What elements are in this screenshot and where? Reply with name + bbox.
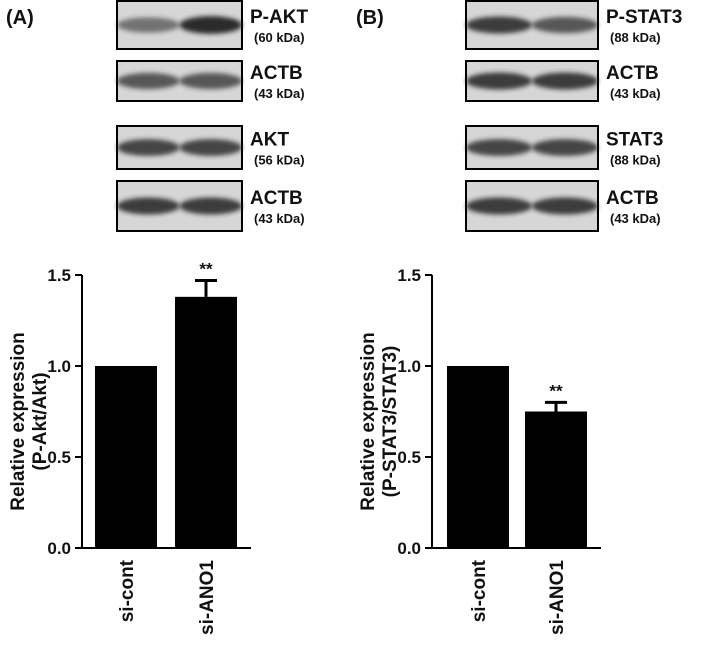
western-blot xyxy=(465,0,599,50)
blot-label: P-STAT3 xyxy=(606,7,682,28)
blot-size: (88 kDa) xyxy=(610,153,661,168)
blot-size: (56 kDa) xyxy=(254,153,305,168)
blot-label: ACTB xyxy=(606,63,659,84)
blot-band xyxy=(466,16,532,34)
y-tick-label: 0.5 xyxy=(47,448,71,467)
western-blot xyxy=(116,0,243,50)
blot-band xyxy=(532,139,598,156)
western-blot xyxy=(116,60,243,102)
y-axis-label: Relative expression xyxy=(358,332,379,510)
blot-size: (60 kDa) xyxy=(254,30,305,45)
blot-label: ACTB xyxy=(606,188,659,209)
blot-label: AKT xyxy=(250,130,289,151)
blot-band xyxy=(179,139,242,156)
western-blot xyxy=(465,60,599,102)
y-tick-label: 1.5 xyxy=(397,266,421,285)
blot-band xyxy=(117,139,180,156)
blot-size: (43 kDa) xyxy=(610,211,661,226)
y-axis-label: Relative expression xyxy=(8,332,29,510)
bar xyxy=(447,366,509,548)
blot-band xyxy=(179,197,242,215)
error-bar xyxy=(195,278,217,297)
error-bar xyxy=(545,400,567,412)
blot-band xyxy=(117,72,180,90)
blot-size: (43 kDa) xyxy=(254,211,305,226)
x-tick-label: si-ANO1 xyxy=(197,560,218,635)
blot-band xyxy=(466,139,532,156)
blot-band xyxy=(179,72,242,90)
x-tick-label: si-cont xyxy=(117,559,138,622)
western-blot xyxy=(116,180,243,232)
western-blot xyxy=(465,125,599,170)
blot-band xyxy=(466,197,532,215)
blot-band xyxy=(179,16,242,34)
y-axis-label: (P-Akt/Akt) xyxy=(30,372,51,470)
y-tick-label: 0.5 xyxy=(397,448,421,467)
western-blot xyxy=(116,125,243,170)
blot-label: STAT3 xyxy=(606,130,663,151)
blot-label: P-AKT xyxy=(250,7,308,28)
x-tick-label: si-ANO1 xyxy=(547,560,568,635)
blot-band xyxy=(117,17,180,33)
panel-label: (B) xyxy=(356,7,384,29)
blot-label: ACTB xyxy=(250,188,303,209)
y-tick-label: 0.0 xyxy=(47,539,71,558)
panel-label: (A) xyxy=(6,7,34,29)
western-blot xyxy=(465,180,599,232)
blot-band xyxy=(532,197,598,215)
y-tick-label: 1.5 xyxy=(47,266,71,285)
blot-band xyxy=(532,72,598,90)
bar xyxy=(525,411,587,548)
significance-mark: ** xyxy=(549,381,563,400)
blot-label: ACTB xyxy=(250,63,303,84)
significance-mark: ** xyxy=(199,259,213,278)
blot-size: (88 kDa) xyxy=(610,30,661,45)
bar xyxy=(175,296,237,548)
blot-size: (43 kDa) xyxy=(254,86,305,101)
y-tick-label: 1.0 xyxy=(47,357,71,376)
blot-band xyxy=(466,72,532,90)
blot-band xyxy=(117,197,180,215)
blot-band xyxy=(532,16,598,34)
bar xyxy=(95,366,157,548)
blot-size: (43 kDa) xyxy=(610,86,661,101)
y-axis-label: (P-STAT3/STAT3) xyxy=(380,346,401,498)
y-tick-label: 0.0 xyxy=(397,539,421,558)
x-tick-label: si-cont xyxy=(469,559,490,622)
y-tick-label: 1.0 xyxy=(397,357,421,376)
